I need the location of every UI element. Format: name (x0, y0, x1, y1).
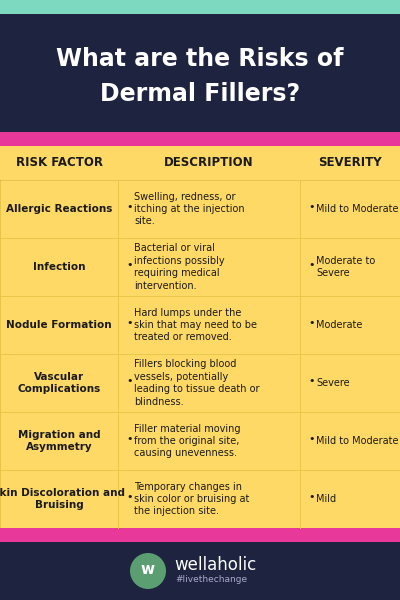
Text: •: • (308, 492, 314, 502)
Text: •: • (308, 434, 314, 444)
Bar (0, 296, 400, 354)
Text: DESCRIPTION: DESCRIPTION (164, 157, 254, 169)
Text: Swelling, redness, or
itching at the injection
site.: Swelling, redness, or itching at the inj… (134, 191, 245, 226)
Text: Nodule Formation: Nodule Formation (6, 320, 112, 330)
Bar (0, 412, 400, 470)
Text: Filler material moving
from the original site,
causing unevenness.: Filler material moving from the original… (134, 424, 240, 458)
Text: Moderate: Moderate (316, 320, 362, 330)
Bar (0, 470, 400, 528)
Text: #livethechange: #livethechange (175, 575, 247, 584)
Text: Infection: Infection (33, 262, 85, 272)
Bar (0, 14, 400, 132)
Bar (0, 146, 400, 180)
Text: •: • (308, 376, 314, 386)
Bar (0, 238, 400, 296)
Text: •: • (308, 318, 314, 328)
Text: RISK FACTOR: RISK FACTOR (16, 157, 102, 169)
Text: SEVERITY: SEVERITY (318, 157, 382, 169)
Text: Allergic Reactions: Allergic Reactions (6, 204, 112, 214)
Text: wellaholic: wellaholic (174, 556, 256, 574)
Bar (0, 354, 400, 412)
Text: Moderate to
Severe: Moderate to Severe (316, 256, 375, 278)
Text: Dermal Fillers?: Dermal Fillers? (100, 82, 300, 106)
Text: •: • (126, 434, 132, 444)
Text: •: • (126, 260, 132, 270)
Text: Migration and
Asymmetry: Migration and Asymmetry (18, 430, 100, 452)
Text: Vascular
Complications: Vascular Complications (17, 372, 101, 394)
Text: •: • (308, 260, 314, 270)
Circle shape (130, 553, 166, 589)
Text: Severe: Severe (316, 378, 350, 388)
Text: •: • (126, 376, 132, 386)
Bar (0, 180, 400, 238)
Text: •: • (308, 202, 314, 212)
Bar (0, 528, 400, 542)
Text: •: • (126, 202, 132, 212)
Text: Mild: Mild (316, 494, 336, 504)
Text: Mild to Moderate: Mild to Moderate (316, 436, 398, 446)
Text: •: • (126, 492, 132, 502)
Text: Mild to Moderate: Mild to Moderate (316, 204, 398, 214)
Bar (0, 542, 400, 600)
Text: Temporary changes in
skin color or bruising at
the injection site.: Temporary changes in skin color or bruis… (134, 482, 249, 517)
Text: Bacterial or viral
infections possibly
requiring medical
intervention.: Bacterial or viral infections possibly r… (134, 244, 225, 290)
Text: •: • (126, 318, 132, 328)
Text: Hard lumps under the
skin that may need to be
treated or removed.: Hard lumps under the skin that may need … (134, 308, 257, 343)
Text: Skin Discoloration and
Bruising: Skin Discoloration and Bruising (0, 488, 126, 510)
Bar (0, 0, 400, 14)
Text: Fillers blocking blood
vessels, potentially
leading to tissue death or
blindness: Fillers blocking blood vessels, potentia… (134, 359, 260, 407)
Text: w: w (141, 563, 155, 577)
Bar (0, 132, 400, 146)
Text: What are the Risks of: What are the Risks of (56, 47, 344, 71)
